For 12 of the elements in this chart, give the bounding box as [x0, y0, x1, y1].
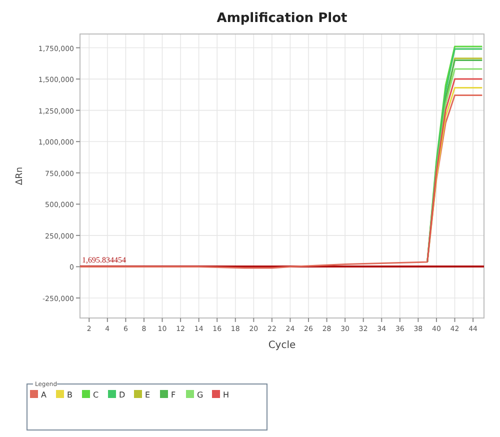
legend-label: C: [93, 390, 99, 400]
ref-line-label: 1,695.834454: [82, 255, 126, 264]
x-axis-title: Cycle: [268, 340, 296, 351]
legend-label: D: [119, 390, 126, 400]
y-axis-title: ΔRn: [15, 166, 25, 186]
legend-label: B: [67, 390, 72, 400]
legend-label: G: [197, 390, 204, 400]
legend-label: A: [41, 390, 47, 400]
legend-label: H: [223, 390, 230, 400]
legend-label: E: [145, 390, 150, 400]
chart-title: Amplification Plot: [216, 11, 348, 26]
legend-label: F: [171, 390, 176, 400]
